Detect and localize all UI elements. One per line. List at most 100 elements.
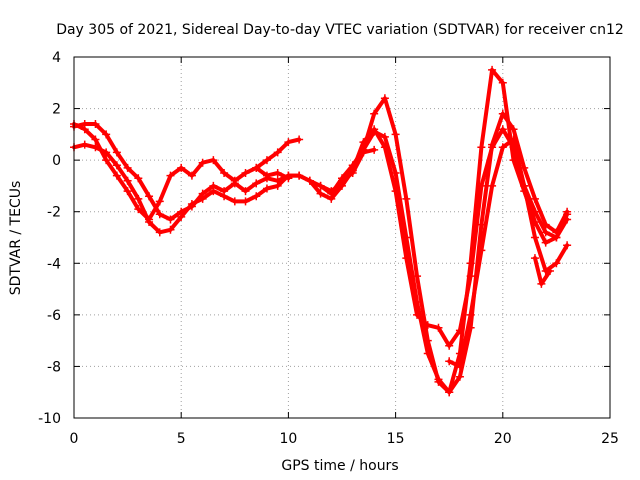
data-point [80, 120, 89, 129]
data-point [530, 233, 539, 242]
data-point [134, 174, 143, 183]
y-tick-label: -2 [47, 205, 61, 221]
data-point [155, 228, 164, 237]
data-point [91, 135, 100, 144]
y-tick-label: 2 [52, 102, 61, 118]
data-point [445, 357, 454, 366]
x-tick-label: 10 [279, 431, 297, 447]
data-point [402, 194, 411, 203]
data-point [209, 187, 218, 196]
series-track-4 [252, 135, 304, 172]
data-point [477, 143, 486, 152]
data-point [145, 218, 154, 227]
data-point [273, 181, 282, 190]
y-tick-label: 4 [52, 50, 61, 66]
data-point [80, 140, 89, 149]
data-point [541, 238, 550, 247]
data-point [166, 215, 175, 224]
data-point [102, 148, 111, 157]
data-point [537, 279, 546, 288]
data-point [488, 65, 497, 74]
data-point [295, 171, 304, 180]
y-axis-label: SDTVAR / TECUs [8, 181, 24, 296]
ticks: 0 5 10 15 20 25 -10 -8 -6 -4 -2 0 2 4 [38, 50, 619, 447]
data-point [102, 130, 111, 139]
data-point [402, 233, 411, 242]
data-point [112, 161, 121, 170]
data-point [241, 197, 250, 206]
data-point [230, 197, 239, 206]
data-point [552, 259, 561, 268]
data-point [145, 192, 154, 201]
data-point [348, 169, 357, 178]
data-point [370, 109, 379, 118]
data-point [209, 156, 218, 165]
series-layer [70, 65, 572, 397]
series-track-7 [445, 135, 572, 371]
x-tick-label: 20 [494, 431, 512, 447]
data-point [241, 187, 250, 196]
data-point [466, 310, 475, 319]
y-tick-label: 0 [52, 153, 61, 169]
data-point [102, 156, 111, 165]
x-tick-label: 0 [70, 431, 79, 447]
y-tick-label: -4 [47, 256, 61, 272]
data-point [252, 163, 261, 172]
data-point [530, 254, 539, 263]
data-point [455, 362, 464, 371]
series-line [72, 111, 570, 395]
data-point [498, 125, 507, 134]
grid [74, 57, 610, 418]
data-point [370, 145, 379, 154]
data-point [262, 174, 271, 183]
plot-frame [73, 56, 611, 419]
series-track-6 [338, 145, 379, 185]
data-point [166, 225, 175, 234]
data-point [252, 192, 261, 201]
series-track-2 [70, 120, 572, 350]
data-point [423, 336, 432, 345]
chart-title: Day 305 of 2021, Sidereal Day-to-day VTE… [56, 22, 624, 38]
data-point [123, 187, 132, 196]
data-point [262, 184, 271, 193]
data-point [509, 156, 518, 165]
data-point [370, 127, 379, 136]
data-point [541, 228, 550, 237]
data-point [155, 210, 164, 219]
data-point [541, 220, 550, 229]
data-point [198, 158, 207, 167]
data-point [198, 194, 207, 203]
series-line [447, 137, 570, 369]
data-point [273, 148, 282, 157]
data-point [177, 212, 186, 221]
x-tick-label: 5 [177, 431, 186, 447]
x-tick-label: 15 [387, 431, 405, 447]
data-point [445, 388, 454, 397]
data-point [488, 181, 497, 190]
data-point [112, 171, 121, 180]
series-track-3 [70, 109, 572, 397]
data-point [466, 259, 475, 268]
data-point [305, 176, 314, 185]
data-point [295, 135, 304, 144]
data-point [509, 135, 518, 144]
data-point [123, 176, 132, 185]
data-point [166, 171, 175, 180]
series-line [72, 122, 570, 348]
data-point [338, 176, 346, 185]
data-point [434, 323, 443, 332]
series-track-8 [530, 254, 554, 288]
data-point [380, 94, 389, 103]
x-axis-label: GPS time / hours [281, 458, 398, 474]
data-point [112, 148, 121, 157]
data-point [187, 171, 196, 180]
data-point [520, 181, 529, 190]
data-point [552, 233, 561, 242]
data-point [123, 163, 132, 172]
data-point [91, 120, 100, 129]
data-point [230, 179, 239, 188]
data-point [391, 169, 400, 178]
data-point [359, 148, 368, 157]
data-point [380, 132, 389, 141]
